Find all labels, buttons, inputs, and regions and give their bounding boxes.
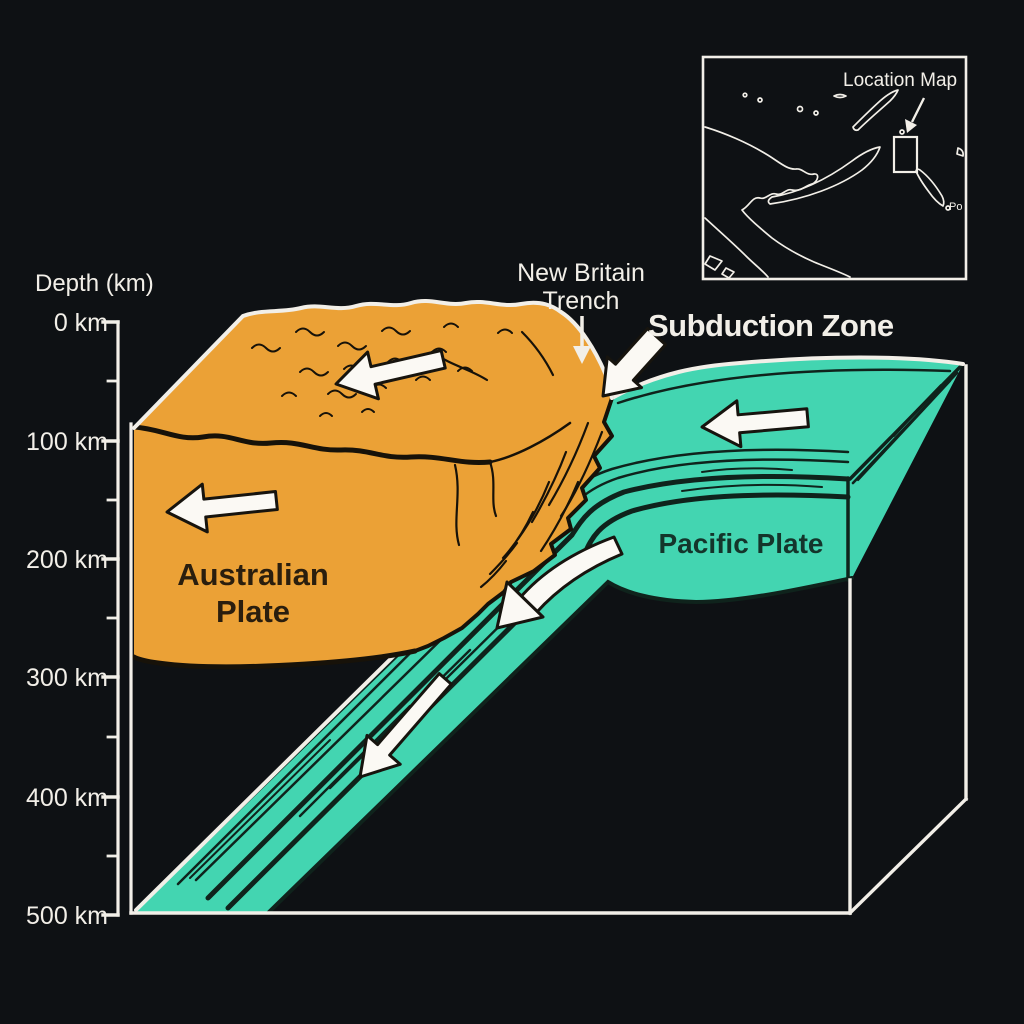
inset-pointer-arrow [905,97,926,133]
australian-plate-label-line1: Australian [177,557,329,592]
tick-label-400km: 400 km [26,784,108,812]
depth-axis-title: Depth (km) [35,270,154,297]
location-map-inset: Location Map Po [701,55,968,281]
inset-highlight-box [892,135,919,174]
tick-label-0km: 0 km [54,309,108,337]
australian-plate-edges [131,396,614,670]
slab-motion-arrow-upper-head [495,580,545,630]
depth-axis-labels: Depth (km) 0 km 100 km 200 km 300 km 400… [26,270,154,930]
section-box-wireframe [129,364,969,916]
slab-motion-arrow-lower [358,672,453,779]
tick-label-200km: 200 km [26,546,108,574]
trench-label-line1: New Britain [517,259,645,287]
tick-label-100km: 100 km [26,428,108,456]
australian-plate-motion-arrow-top [334,348,447,401]
trench-pointer-head [573,346,591,364]
box-bottom-back-edge [847,796,969,916]
inset-edge-label: Po [949,201,962,213]
bevel-hatch-lines [851,371,959,485]
plate-motion-arrows [165,327,810,779]
depth-axis [101,320,120,917]
australian-plate-white-outline [132,299,614,430]
australian-plate [131,299,614,670]
trench-pointer-arrow [573,316,591,364]
tick-label-500km: 500 km [26,902,108,930]
pacific-plate-label: Pacific Plate [659,528,824,559]
subduction-zone-label: Subduction Zone [648,308,894,343]
trench-label-line2: Trench [543,287,620,315]
coastline-outlines [704,89,964,279]
annotation-labels: New Britain Trench Subduction Zone Austr… [177,259,894,629]
pacific-plate-motion-arrow [700,399,810,449]
australian-plate-label-line2: Plate [216,594,290,629]
subduction-zone-pointer-arrow [601,327,667,398]
inset-title: Location Map [843,70,957,91]
tick-label-300km: 300 km [26,664,108,692]
australian-plate-motion-arrow-front [165,482,279,534]
inset-border [701,55,968,281]
pacific-plate [134,355,965,915]
